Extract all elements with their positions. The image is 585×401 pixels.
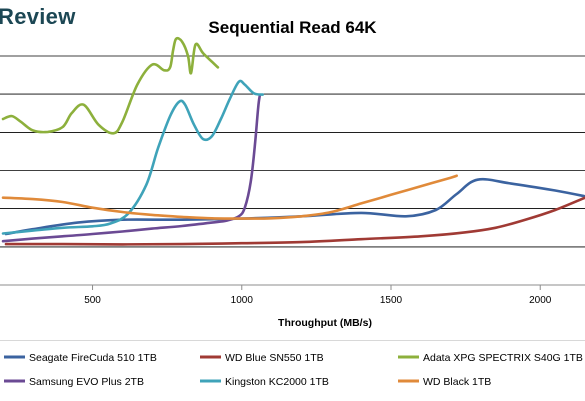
x-tick-label-0: 500 <box>84 295 101 306</box>
series-line-2 <box>1 36 220 135</box>
series-line-4 <box>1 79 264 235</box>
legend-label-4: Kingston KC2000 1TB <box>225 376 329 388</box>
x-tick-label-2: 1500 <box>380 295 403 306</box>
legend: Seagate FireCuda 510 1TB WD Blue SN550 1T… <box>4 352 583 388</box>
x-axis-ticks: 500 1000 1500 2000 <box>84 285 552 306</box>
series-line-0 <box>4 177 585 236</box>
legend-label-3: Samsung EVO Plus 2TB <box>29 376 144 388</box>
series-line-1 <box>4 196 585 246</box>
series-line-3 <box>1 94 261 243</box>
series-lines <box>1 36 585 246</box>
x-tick-label-3: 2000 <box>529 295 552 306</box>
legend-label-0: Seagate FireCuda 510 1TB <box>29 352 157 364</box>
chart-title: Sequential Read 64K <box>208 18 377 37</box>
gridlines <box>0 55 585 286</box>
x-tick-label-1: 1000 <box>231 295 254 306</box>
x-axis-title: Throughput (MB/s) <box>278 317 372 329</box>
brand-logo: Review <box>0 4 76 29</box>
legend-label-1: WD Blue SN550 1TB <box>225 352 324 364</box>
legend-label-5: WD Black 1TB <box>423 376 491 388</box>
legend-label-2: Adata XPG SPECTRIX S40G 1TB <box>423 352 583 364</box>
series-line-5 <box>1 174 458 220</box>
